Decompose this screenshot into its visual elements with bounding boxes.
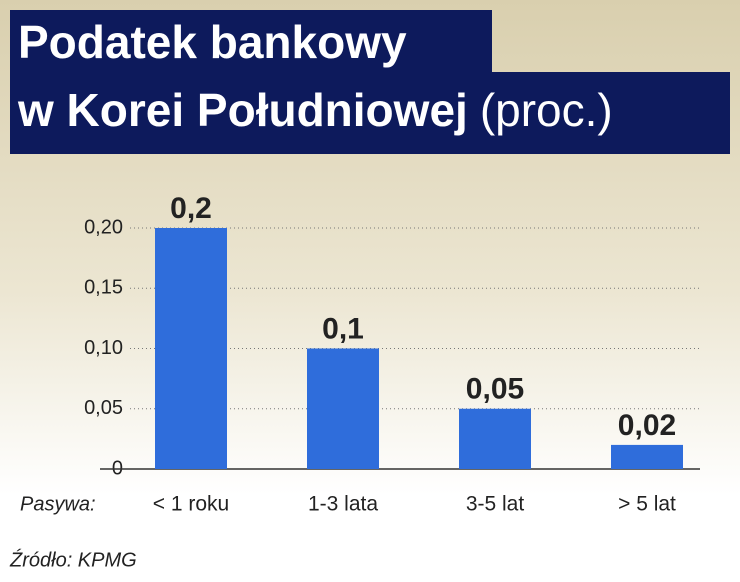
bar	[307, 348, 379, 469]
y-tick-label: 0,05	[84, 397, 123, 419]
chart-title: w Korei Południowej (proc.)	[17, 84, 613, 136]
bar	[459, 408, 531, 469]
value-label: 0,2	[170, 192, 212, 225]
x-tick-label: < 1 roku	[153, 493, 229, 516]
bar	[611, 444, 683, 469]
title-box	[10, 10, 492, 74]
chart-title: Podatek bankowy	[18, 16, 407, 68]
x-axis-label: Pasywa:	[20, 493, 96, 515]
title-box	[10, 72, 730, 154]
y-tick-label: 0,10	[84, 337, 123, 359]
value-label: 0,02	[618, 409, 676, 442]
x-tick-label: 3-5 lat	[466, 493, 525, 516]
unit: (proc.)	[480, 84, 613, 136]
x-tick-label: 1-3 lata	[308, 493, 378, 516]
value-label: 0,1	[322, 312, 364, 345]
value-label: 0,05	[466, 373, 524, 406]
bar	[155, 228, 227, 469]
x-tick-label: > 5 lat	[618, 493, 676, 516]
source: Źródło: KPMG	[9, 548, 137, 571]
chart-title-line: w Korei Południowej	[17, 84, 468, 136]
y-tick-label: 0,15	[84, 277, 123, 299]
y-tick-label: 0,20	[84, 216, 123, 238]
